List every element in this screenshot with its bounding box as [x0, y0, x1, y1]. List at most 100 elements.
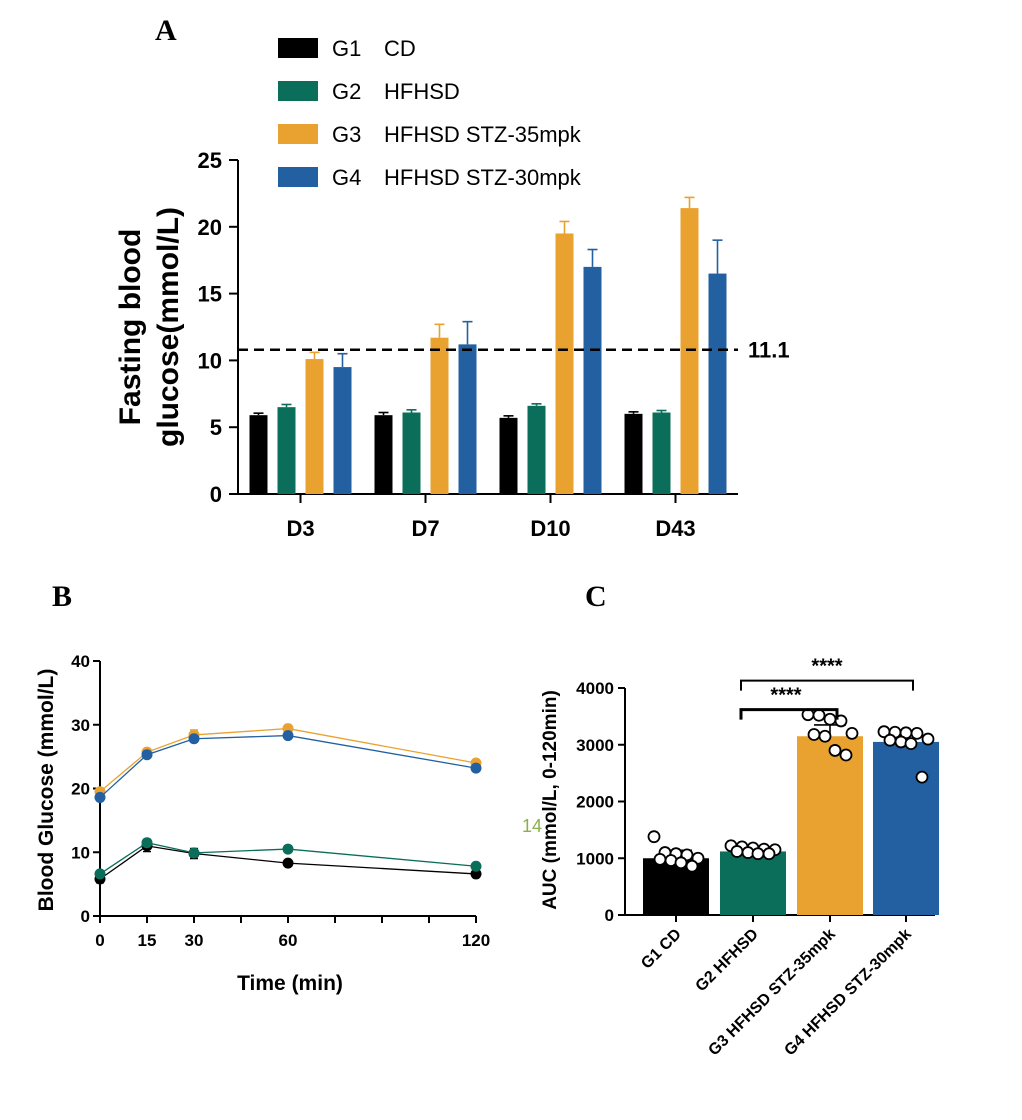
x-tick-label: 120 — [462, 931, 490, 950]
point-G2-30 — [188, 847, 200, 859]
y-tick-label: 0 — [210, 482, 222, 507]
panel-letter-b: B — [52, 580, 72, 613]
x-tick-label: G4 HFHSD STZ-30mpk — [781, 926, 914, 1059]
y-axis-title: Blood Glucose (mmol/L) — [35, 669, 58, 912]
point-G2-0 — [94, 868, 106, 880]
legend-swatch-G2 — [278, 81, 318, 101]
bar-G3-D7 — [430, 337, 449, 494]
bar-G2 — [720, 851, 786, 915]
y-tick-label: 0 — [81, 907, 90, 926]
data-point-G4 — [921, 732, 935, 746]
y-tick-label: 10 — [71, 843, 90, 862]
point-G1-120 — [470, 868, 482, 880]
panel-c-chart: 0 1000 2000 3000 4000 AUC (mmol/L, 0-120min) G… — [540, 656, 939, 1059]
data-point-G4 — [910, 727, 924, 740]
bar-G3-D43 — [680, 208, 699, 494]
y-tick-label: 20 — [71, 780, 90, 799]
legend-group-G2: G2 — [332, 79, 361, 104]
y-axis-title-line1: Fasting blood — [114, 229, 147, 426]
data-point-G3 — [812, 708, 826, 722]
y-tick-label: 30 — [71, 716, 90, 735]
x-tick-label: D3 — [286, 516, 314, 541]
x-tick-label: G2 HFHSD — [693, 926, 762, 995]
series-line-G4 — [99, 734, 477, 798]
bar-G1-D3 — [249, 415, 268, 494]
x-tick-label: G3 HFHSD STZ-35mpk — [705, 926, 838, 1059]
legend-group-G3: G3 — [332, 122, 361, 147]
bar-G1-D43 — [624, 413, 643, 494]
panel-a-chart: G1 CD G2 HFHSD G3 HFHSD STZ-35mpk G4 HFHSD STZ-… — [114, 36, 790, 541]
x-tick-label: D7 — [411, 516, 439, 541]
data-point-G2 — [730, 845, 744, 858]
legend-swatch-G1 — [278, 38, 318, 58]
y-tick-label: 1000 — [576, 849, 614, 868]
data-point-G1 — [674, 856, 688, 870]
data-point-G2 — [751, 847, 765, 861]
point-G2-120 — [470, 860, 482, 872]
y-tick-label: 15 — [198, 282, 222, 307]
data-point-G1 — [647, 830, 661, 844]
significance-bracket — [739, 708, 839, 720]
bar-G2-D43 — [652, 412, 671, 494]
panel-b-chart: 0 10 20 30 40 0 15 30 60 120 Time (min) Blood Gluco… — [35, 652, 490, 995]
legend-label-G1: CD — [384, 36, 416, 61]
point-G4-15 — [141, 749, 153, 761]
significance-label: **** — [811, 656, 842, 678]
point-G4-30 — [188, 733, 200, 745]
point-G2-15 — [141, 837, 153, 849]
point-G4-60 — [282, 730, 294, 742]
data-point-G2 — [762, 847, 776, 861]
data-point-G1 — [653, 852, 667, 866]
panel-letter-a: A — [155, 14, 177, 47]
bar-G2-D3 — [277, 407, 296, 494]
x-axis-title: Time (min) — [237, 972, 343, 995]
y-tick-label: 2000 — [576, 793, 614, 812]
x-tick-label: 0 — [95, 931, 104, 950]
x-tick-label: 30 — [185, 931, 204, 950]
point-G2-60 — [282, 843, 294, 855]
legend-swatch-G3 — [278, 124, 318, 144]
data-point-G4 — [915, 770, 929, 784]
data-point-G4 — [904, 737, 918, 751]
data-point-G3 — [807, 728, 821, 741]
data-point-G3 — [823, 712, 837, 726]
significance-label: **** — [770, 685, 801, 707]
data-point-G4 — [883, 733, 897, 747]
y-tick-label: 25 — [198, 148, 222, 173]
bar-G1-D10 — [499, 417, 518, 494]
point-G4-0 — [94, 791, 106, 803]
y-tick-label: 40 — [71, 652, 90, 671]
legend-label-G2: HFHSD — [384, 79, 460, 104]
threshold-label: 11.1 — [748, 338, 790, 363]
y-axis-title: AUC (mmol/L, 0-120min) — [540, 690, 561, 910]
point-G1-60 — [282, 857, 294, 869]
panel-letter-c: C — [585, 580, 607, 613]
x-tick-label: D10 — [530, 516, 570, 541]
x-tick-label: G1 CD — [638, 926, 685, 973]
y-tick-label: 5 — [210, 415, 222, 440]
bar-G4-D43 — [708, 273, 727, 494]
y-axis-title-line2: glucose(mmol/L) — [152, 207, 185, 447]
y-tick-label: 3000 — [576, 736, 614, 755]
legend-label-G4: HFHSD STZ-30mpk — [384, 165, 582, 190]
bar-G4-D3 — [333, 367, 352, 494]
stray-label: 14 — [522, 816, 542, 836]
y-tick-label: 20 — [198, 215, 222, 240]
y-tick-label: 4000 — [576, 679, 614, 698]
y-tick-label: 0 — [605, 906, 614, 925]
bar-G2-D10 — [527, 405, 546, 494]
bar-G4-D10 — [583, 266, 602, 494]
bar-G3-D10 — [555, 233, 574, 495]
data-point-G1 — [685, 859, 699, 873]
bar-G2-D7 — [402, 412, 421, 494]
legend-group-G1: G1 — [332, 36, 361, 61]
legend-swatch-G4 — [278, 167, 318, 187]
significance-bracket — [740, 679, 914, 691]
y-tick-label: 10 — [198, 348, 222, 373]
bar-G3-D3 — [305, 359, 324, 494]
bar-G4 — [873, 741, 939, 915]
data-point-G3 — [839, 748, 853, 762]
x-tick-label: 60 — [279, 931, 298, 950]
data-point-G3 — [818, 729, 832, 743]
